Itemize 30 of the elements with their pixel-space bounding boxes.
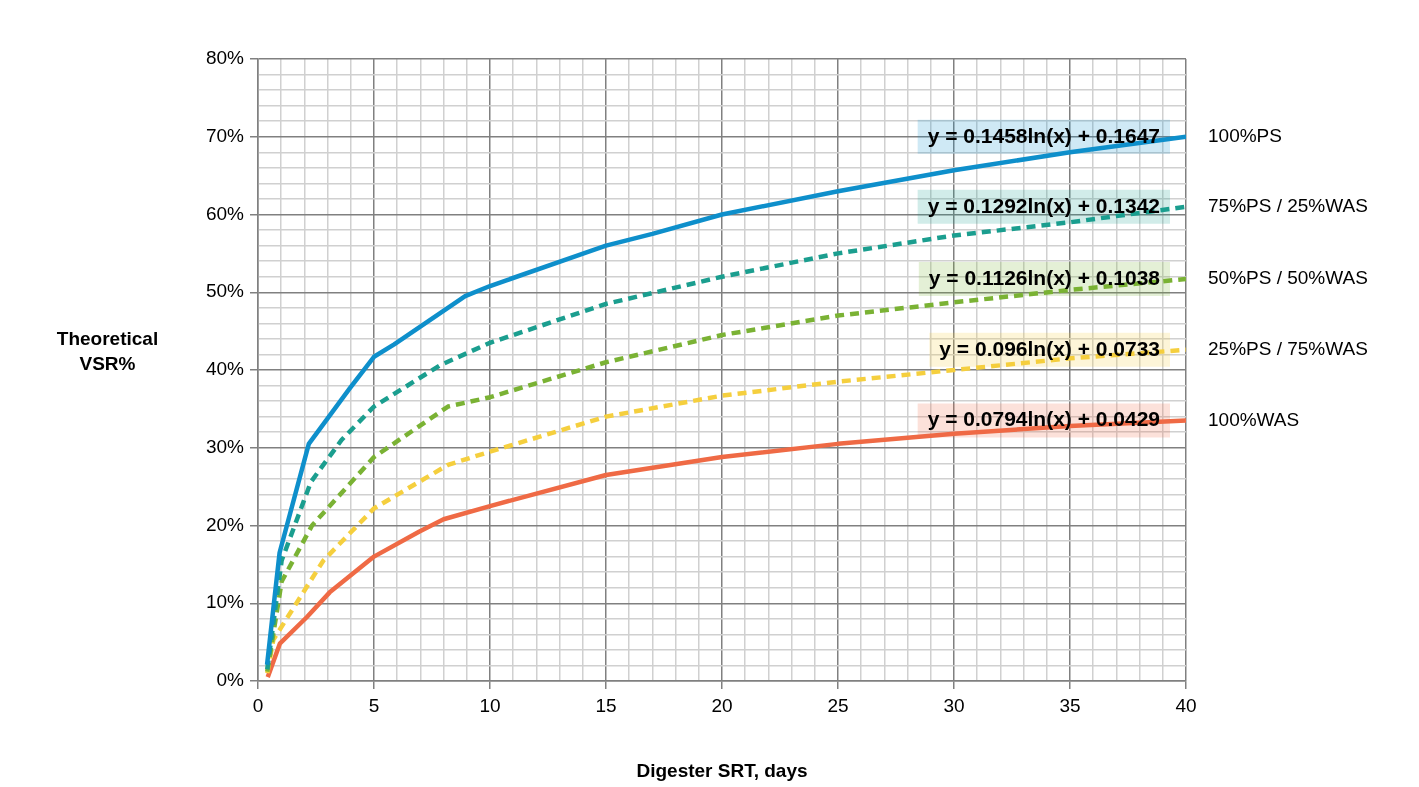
series-label: 25%PS / 75%WAS [1208, 338, 1368, 360]
series-label: 50%PS / 50%WAS [1208, 267, 1368, 289]
series-label: 100%PS [1208, 124, 1282, 146]
x-tick-label: 10 [479, 694, 501, 716]
y-tick-label: 20% [205, 513, 245, 535]
y-tick-label: 80% [205, 47, 245, 69]
annotation: y = 0.1126ln(x) + 0.1038 [928, 265, 1161, 289]
annotation: y = 0.096ln(x) + 0.0733 [939, 336, 1160, 360]
x-tick-label: 30 [943, 694, 965, 716]
x-tick-label: 25 [827, 694, 849, 716]
y-tick-label: 60% [205, 202, 245, 224]
series-label: 75%PS / 25%WAS [1208, 194, 1368, 216]
y-axis-title: Theoretical VSR% [55, 327, 160, 376]
x-tick-label: 35 [1059, 694, 1081, 716]
y-tick-label: 0% [216, 669, 245, 691]
x-tick-label: 20 [711, 694, 733, 716]
x-axis-title: Digester SRT, days [636, 759, 808, 781]
y-tick-label: 70% [205, 124, 245, 146]
x-tick-label: 40 [1175, 694, 1197, 716]
y-tick-label: 30% [205, 435, 245, 457]
series-label: 100%WAS [1208, 408, 1300, 430]
x-tick-label: 5 [368, 694, 380, 716]
y-tick-label: 50% [205, 280, 245, 302]
y-tick-label: 10% [205, 591, 245, 613]
x-tick-label: 0 [252, 694, 264, 716]
annotation: y = 0.1458ln(x) + 0.1647 [927, 123, 1161, 147]
x-tick-label: 15 [595, 694, 617, 716]
annotation: y = 0.0794ln(x) + 0.0429 [927, 407, 1161, 431]
annotation: y = 0.1292ln(x) + 0.1342 [927, 193, 1161, 217]
y-tick-label: 40% [205, 358, 245, 380]
